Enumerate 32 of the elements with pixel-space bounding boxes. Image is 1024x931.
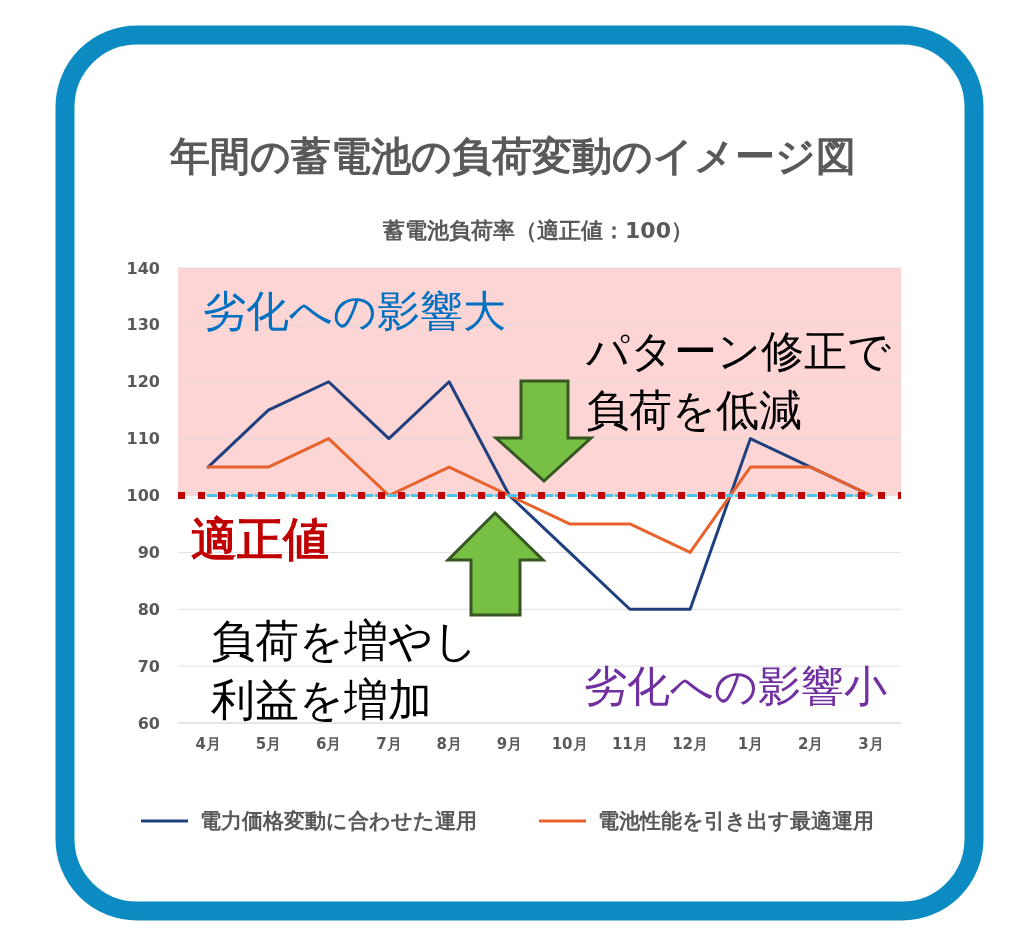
annotation: 負荷を低減 (586, 385, 802, 435)
y-tick-label: 100 (126, 486, 160, 506)
annotation: 劣化への影響小 (584, 661, 887, 711)
y-tick-label: 80 (137, 599, 160, 619)
x-tick-label: 10月 (551, 735, 588, 753)
x-tick-label: 3月 (858, 735, 884, 753)
x-tick-label: 4月 (195, 735, 221, 753)
x-tick-label: 12月 (672, 735, 709, 753)
legend-label: 電力価格変動に合わせた運用 (200, 809, 477, 834)
x-tick-label: 9月 (496, 735, 523, 753)
x-tick-label: 5月 (255, 735, 282, 753)
y-tick-label: 140 (126, 258, 160, 278)
y-tick-label: 90 (137, 542, 160, 562)
annotation: 負荷を増やし (211, 615, 478, 666)
y-tick-label: 120 (126, 372, 160, 392)
band-label: 劣化への影響大 (203, 286, 506, 336)
x-tick-label: 11月 (611, 735, 648, 753)
y-tick-label: 70 (137, 656, 160, 676)
x-tick-label: 7月 (376, 735, 402, 753)
annotation: 利益を増加 (211, 674, 432, 725)
y-tick-label: 110 (126, 429, 160, 449)
ref-line-label: 適正値 (191, 512, 329, 566)
y-tick-label: 60 (137, 713, 160, 733)
chart-subtitle: 蓄電池負荷率（適正値：100） (382, 218, 693, 243)
chart-title: 年間の蓄電池の負荷変動のイメージ図 (169, 133, 856, 179)
x-tick-label: 8月 (436, 735, 462, 753)
x-tick-label: 2月 (797, 735, 824, 753)
x-tick-label: 6月 (315, 735, 342, 753)
legend-label: 電池性能を引き出す最適運用 (598, 809, 874, 834)
y-tick-label: 130 (126, 315, 160, 335)
x-tick-label: 1月 (737, 735, 764, 753)
annotation: パターン修正で (585, 326, 891, 376)
